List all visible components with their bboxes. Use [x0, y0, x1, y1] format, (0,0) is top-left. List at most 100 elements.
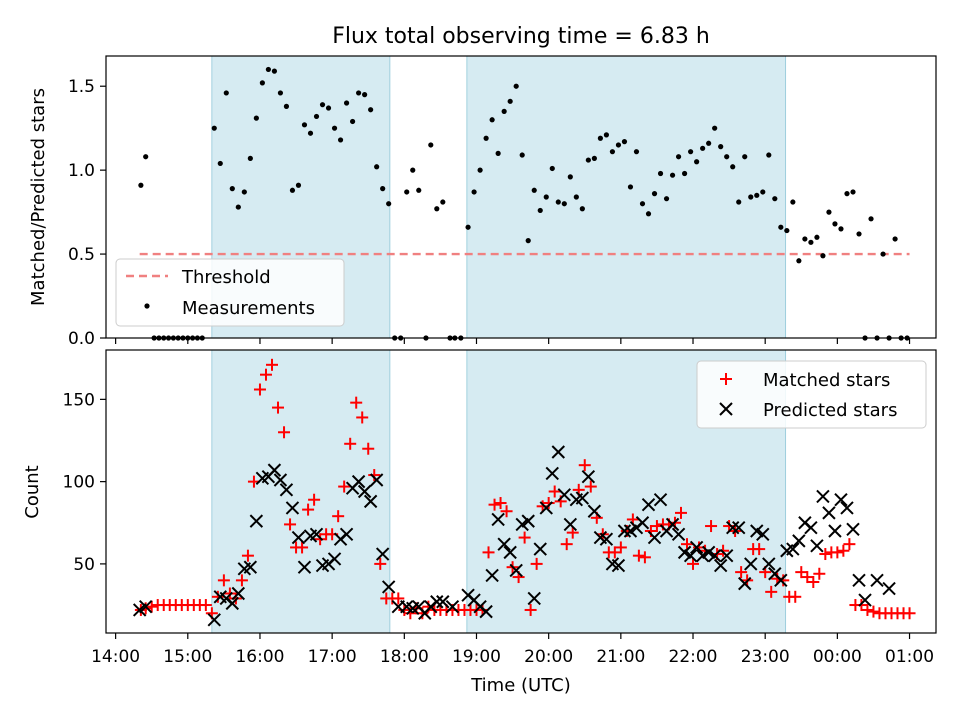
measurement-point — [694, 159, 700, 165]
matched-star-point — [687, 557, 700, 570]
predicted-star-point — [581, 469, 596, 484]
marker-stroke — [503, 545, 517, 560]
measurement-point — [343, 100, 350, 106]
marker-stroke — [445, 599, 460, 614]
measurement-point — [585, 157, 591, 163]
predicted-star-point — [497, 537, 511, 551]
matched-star-point — [145, 600, 158, 613]
marker-stroke — [792, 534, 806, 548]
top-plot-frame — [105, 55, 937, 339]
matched-star-point — [837, 544, 850, 557]
measurement-point — [850, 189, 856, 195]
measurement-point — [356, 90, 362, 96]
marker-stroke — [641, 497, 656, 512]
measurement-point — [283, 103, 290, 109]
predicted-star-point — [707, 548, 722, 563]
measurement-point — [483, 135, 489, 141]
marker-stroke — [756, 527, 770, 541]
predicted-star-point — [381, 580, 396, 594]
marker-stroke — [719, 548, 734, 563]
marker-stroke — [738, 576, 752, 591]
measurement-point — [772, 196, 778, 202]
predicted-star-point — [882, 581, 896, 596]
measurement-point — [760, 189, 766, 195]
measurement-point — [567, 174, 573, 180]
marker-stroke — [557, 488, 572, 502]
measurement-point — [651, 191, 658, 197]
marker-stroke — [653, 493, 668, 507]
top-shaded-intervals — [211, 55, 787, 339]
matched-star-point — [530, 557, 543, 570]
measurement-point — [573, 194, 579, 200]
bottom-y-tick-label: 150 — [63, 390, 95, 410]
marker-stroke — [485, 568, 499, 583]
top-y-tick-label: 1.0 — [68, 161, 95, 181]
predicted-star-point — [369, 473, 384, 487]
marker-stroke — [412, 599, 426, 614]
matched-star-point — [241, 549, 254, 562]
predicted-star-point — [689, 540, 704, 555]
predicted-star-point — [351, 474, 366, 489]
measurement-point — [736, 199, 742, 205]
measurement-point — [489, 117, 495, 123]
predicted-star-point — [726, 520, 740, 535]
predicted-star-point — [732, 520, 746, 535]
marker-stroke — [497, 537, 511, 551]
matched-star-point — [368, 469, 381, 482]
matched-star-point — [235, 574, 248, 587]
marker-stroke — [726, 520, 740, 535]
bottom-x-tick-label: 14:00 — [91, 647, 140, 667]
matched-star-point — [350, 396, 363, 409]
matched-star-point — [302, 503, 315, 516]
measurement-point — [368, 107, 374, 113]
bottom-plot-frame — [105, 349, 937, 634]
bottom-x-tick-label: 16:00 — [235, 647, 284, 667]
marker-stroke — [744, 557, 758, 571]
top-legend-box — [115, 258, 345, 327]
star-count-points — [132, 358, 916, 627]
marker-stroke — [665, 517, 680, 532]
measurement-point — [621, 139, 628, 145]
matched-star-point — [494, 497, 507, 510]
measurement-point — [307, 130, 314, 136]
predicted-star-point — [363, 494, 378, 509]
predicted-star-point — [509, 563, 523, 578]
measurement-point — [591, 155, 597, 161]
matched-star-point — [344, 437, 357, 450]
predicted-star-point — [756, 527, 770, 541]
measurement-point — [820, 253, 826, 259]
measurement-point — [495, 150, 501, 156]
marker-stroke — [243, 560, 258, 574]
matched-star-point — [259, 368, 272, 381]
predicted-star-point — [207, 613, 221, 627]
matched-star-point — [560, 538, 573, 551]
marker-stroke — [732, 520, 746, 535]
bottom-panel: 50 100 150 14:00 15:00 16:00 17:00 18:00 19:00 2… — [22, 349, 937, 696]
marker-stroke — [400, 599, 414, 614]
predicted-star-point — [243, 560, 258, 574]
marker-stroke — [762, 557, 776, 571]
marker-stroke — [677, 545, 692, 560]
predicted-star-point — [774, 573, 788, 588]
marker-stroke — [509, 563, 523, 578]
predicted-star-point — [539, 501, 553, 515]
top-y-tick-label: 0.5 — [68, 245, 95, 265]
measurement-point — [331, 125, 338, 131]
predicted-star-point — [527, 591, 541, 606]
predicted-star-point — [816, 489, 830, 504]
measurement-point — [597, 135, 603, 141]
marker-stroke — [551, 445, 565, 459]
predicted-star-point — [822, 506, 836, 520]
marker-stroke — [774, 573, 788, 588]
measurement-point — [657, 170, 664, 177]
predicted-star-point — [231, 586, 246, 601]
measurement-point — [549, 165, 555, 172]
measurement-point — [633, 149, 640, 155]
measurement-point — [537, 207, 543, 214]
matched-star-point — [272, 401, 285, 414]
predicted-star-point — [485, 568, 499, 583]
matched-star-point — [789, 590, 802, 603]
measurement-point — [295, 182, 302, 188]
matched-star-point — [566, 526, 579, 539]
bottom-x-tick-label: 15:00 — [163, 647, 212, 667]
